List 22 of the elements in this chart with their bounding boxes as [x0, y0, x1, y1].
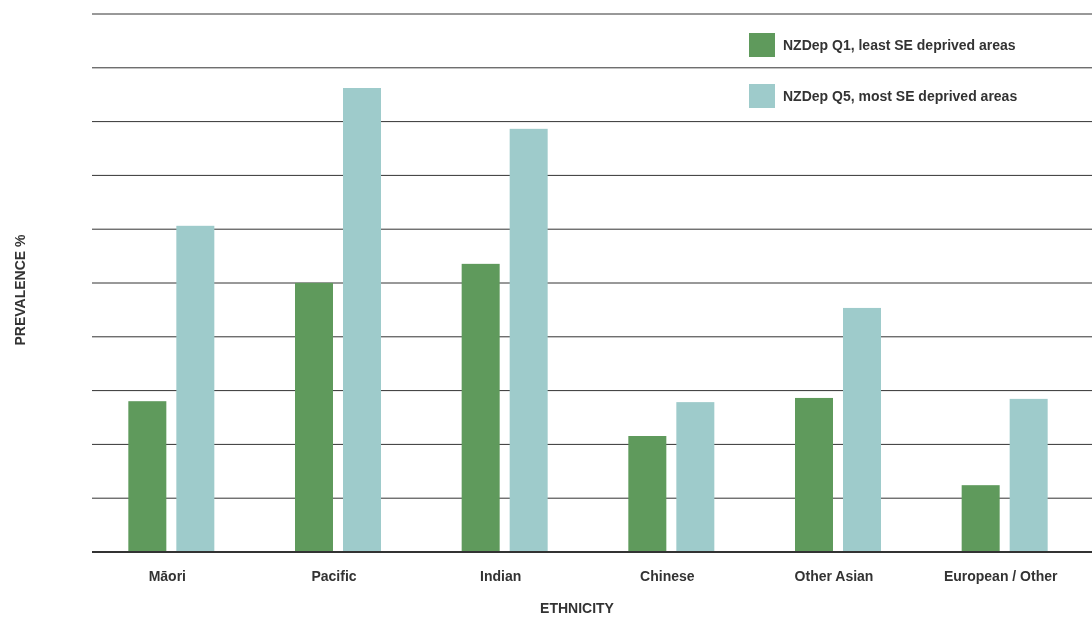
x-tick-label: Chinese — [640, 568, 695, 584]
x-tick-label: European / Other — [943, 568, 1058, 584]
bar — [676, 402, 715, 552]
bar — [343, 88, 381, 552]
bar — [128, 401, 167, 552]
x-tick-label: Other Asian — [794, 568, 874, 584]
y-axis-title: PREVALENCE % — [12, 233, 28, 346]
x-tick-label: Pacific — [311, 568, 357, 584]
x-tick-label: Māori — [148, 568, 187, 584]
x-axis-title: ETHNICITY — [540, 600, 615, 616]
bar — [509, 128, 548, 552]
bar — [843, 307, 881, 552]
bar — [1009, 398, 1048, 552]
legend-label: NZDep Q5, most SE deprived areas — [783, 88, 1018, 104]
bar — [295, 282, 333, 552]
bar — [795, 397, 833, 552]
legend-label: NZDep Q1, least SE deprived areas — [783, 37, 1016, 53]
bar — [176, 225, 215, 552]
x-tick-label: Indian — [480, 568, 522, 584]
bar — [961, 485, 1000, 552]
bar — [461, 263, 500, 552]
bar — [628, 436, 667, 552]
